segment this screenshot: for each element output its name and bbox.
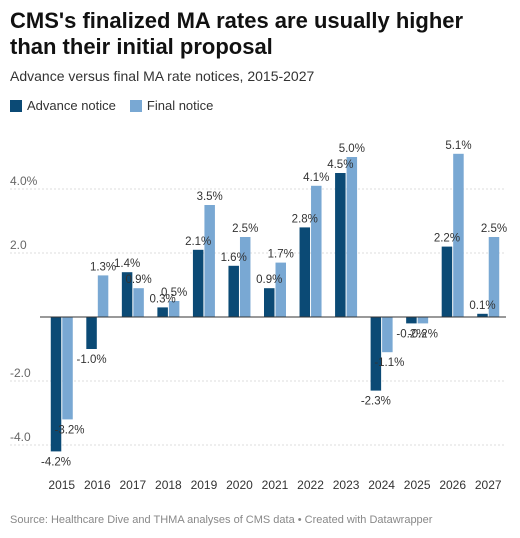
x-tick-label: 2018 bbox=[155, 478, 182, 492]
data-label-final-2015: -3.2% bbox=[54, 424, 84, 436]
bar-final-2022 bbox=[311, 185, 322, 317]
legend-item-advance: Advance notice bbox=[10, 98, 116, 113]
bar-advance-2017 bbox=[121, 272, 133, 317]
data-label-advance-2024: -2.3% bbox=[361, 396, 391, 408]
data-label-final-2020: 2.5% bbox=[232, 223, 258, 235]
bar-final-2027 bbox=[488, 237, 500, 317]
data-label-advance-2023: 4.5% bbox=[327, 159, 353, 171]
bar-chart: 4.0% 2.0 -2.0 -4.0 -4.2% -3.2% -1.0% 1.3%1.4% 0.… bbox=[10, 140, 507, 492]
data-label-advance-2022: 2.8% bbox=[292, 213, 318, 225]
x-tick-label: 2020 bbox=[226, 478, 253, 492]
bar-final-2019 bbox=[204, 205, 215, 317]
chart-subtitle: Advance versus final MA rate notices, 20… bbox=[10, 68, 315, 84]
bar-final-2020 bbox=[239, 237, 251, 317]
legend-label-advance: Advance notice bbox=[27, 98, 116, 113]
data-label-final-2025: -0.2% bbox=[408, 328, 438, 340]
bar-advance-2024 bbox=[370, 317, 382, 391]
bar-final-2021 bbox=[275, 262, 286, 317]
data-label-final-2027: 2.5% bbox=[481, 223, 507, 235]
bar-advance-2019 bbox=[192, 249, 204, 317]
data-label-advance-2019: 2.1% bbox=[185, 236, 211, 248]
data-label-advance-2025: -0.2% bbox=[396, 328, 426, 340]
x-tick-label: 2019 bbox=[191, 478, 218, 492]
x-tick-label: 2017 bbox=[119, 478, 146, 492]
legend-swatch-advance bbox=[10, 99, 22, 112]
bar-final-2018 bbox=[168, 301, 180, 317]
bar-advance-2018 bbox=[157, 307, 168, 317]
x-tick-label: 2025 bbox=[404, 478, 431, 492]
bar-advance-2016 bbox=[86, 317, 97, 349]
bar-final-2016 bbox=[97, 275, 109, 317]
bar-advance-2020 bbox=[228, 265, 239, 317]
bar-advance-2023 bbox=[335, 173, 346, 317]
chart-title: CMS's finalized MA rates are usually hig… bbox=[10, 8, 464, 59]
data-label-advance-2027: 0.1% bbox=[469, 300, 495, 312]
x-tick-label: 2016 bbox=[84, 478, 111, 492]
x-tick-label: 2024 bbox=[368, 478, 395, 492]
data-label-advance-2018: 0.3% bbox=[150, 293, 176, 305]
legend-label-final: Final notice bbox=[146, 98, 214, 113]
y-tick-label: -4.0 bbox=[10, 430, 31, 444]
data-label-final-2023: 5.0% bbox=[339, 143, 365, 155]
bar-final-2015 bbox=[62, 317, 73, 420]
x-tick-label: 2023 bbox=[333, 478, 360, 492]
bar-advance-2015 bbox=[50, 317, 62, 452]
x-tick-label: 2021 bbox=[262, 478, 289, 492]
data-label-final-2022: 4.1% bbox=[303, 172, 329, 184]
bar-advance-2022 bbox=[299, 227, 311, 317]
legend-item-final: Final notice bbox=[129, 98, 214, 113]
bar-advance-2021 bbox=[264, 288, 275, 317]
bar-final-2025 bbox=[417, 317, 429, 324]
data-label-final-2017: 0.9% bbox=[125, 274, 151, 286]
bar-final-2024 bbox=[382, 317, 393, 353]
bar-advance-2025 bbox=[406, 317, 417, 324]
legend: Advance notice Final notice bbox=[10, 98, 213, 113]
data-label-advance-2017: 1.4% bbox=[114, 258, 140, 270]
bar-advance-2026 bbox=[441, 246, 453, 317]
legend-swatch-final bbox=[129, 99, 142, 112]
source-note: Source: Healthcare Dive and THMA analyse… bbox=[10, 514, 433, 526]
x-tick-label: 2027 bbox=[475, 478, 502, 492]
y-tick-label: 4.0% bbox=[10, 174, 38, 188]
data-label-final-2018: 0.5% bbox=[161, 287, 187, 299]
data-label-advance-2015: -4.2% bbox=[41, 456, 71, 468]
data-label-final-2019: 3.5% bbox=[197, 191, 223, 203]
bar-final-2023 bbox=[346, 157, 358, 317]
bar-final-2026 bbox=[453, 153, 464, 317]
y-tick-label: -2.0 bbox=[10, 366, 31, 380]
data-label-advance-2026: 2.2% bbox=[434, 233, 460, 245]
data-label-advance-2021: 0.9% bbox=[256, 274, 282, 286]
x-tick-label: 2015 bbox=[48, 478, 75, 492]
x-tick-label: 2022 bbox=[297, 478, 324, 492]
data-label-final-2021: 1.7% bbox=[268, 249, 294, 261]
data-label-final-2026: 5.1% bbox=[445, 140, 471, 152]
bar-advance-2027 bbox=[477, 313, 488, 317]
x-tick-label: 2026 bbox=[439, 478, 466, 492]
data-label-final-2016: 1.3% bbox=[90, 261, 116, 273]
bar-final-2017 bbox=[133, 288, 144, 317]
data-label-final-2024: -1.1% bbox=[374, 357, 404, 369]
data-label-advance-2016: -1.0% bbox=[77, 354, 107, 366]
y-tick-label: 2.0 bbox=[10, 238, 27, 252]
data-label-advance-2020: 1.6% bbox=[221, 252, 247, 264]
